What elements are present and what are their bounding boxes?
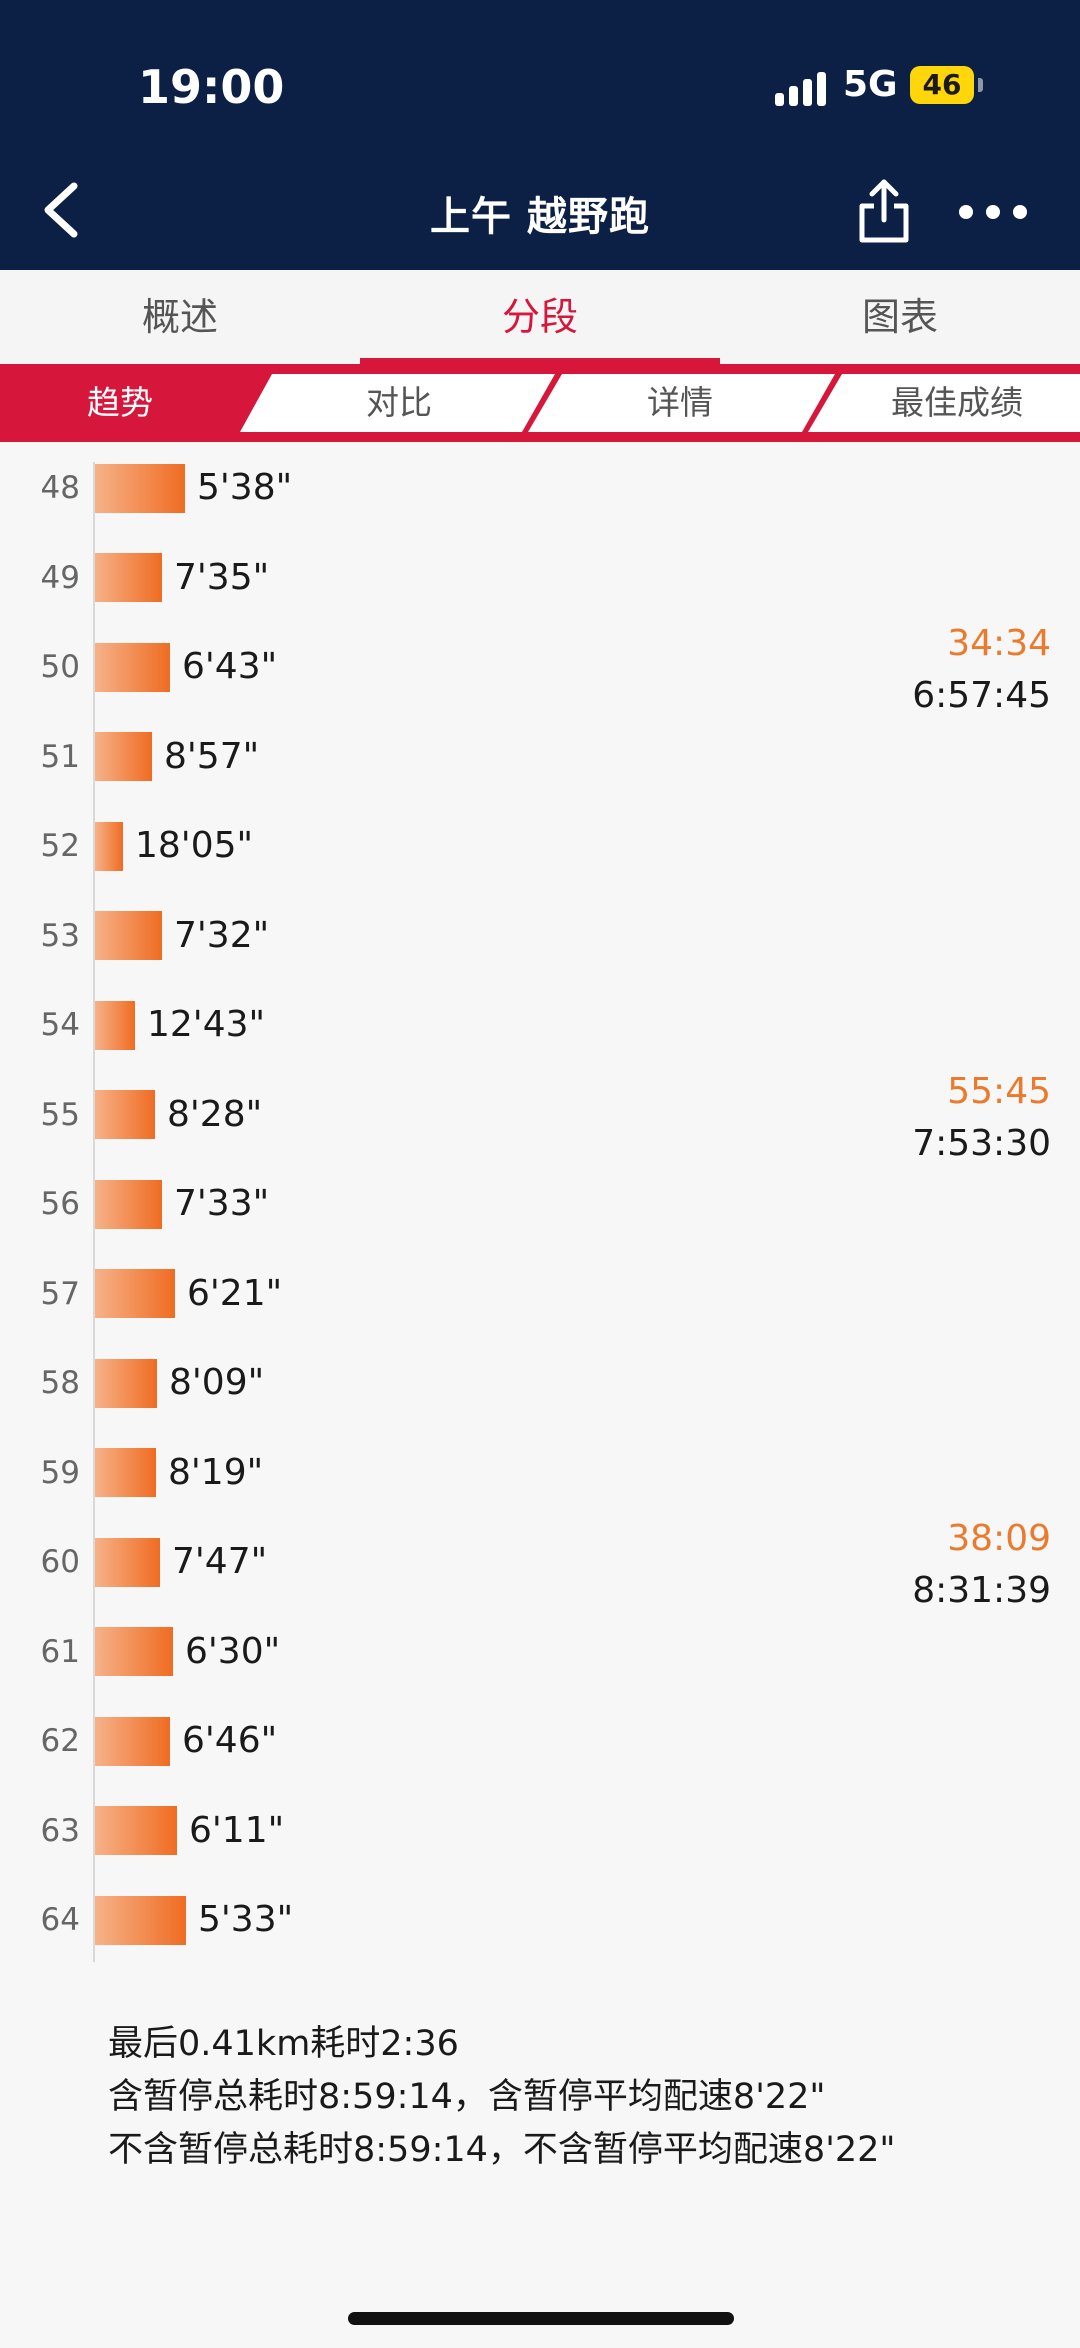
tab-charts[interactable]: 图表 [861, 295, 938, 339]
pace-value-label: 5'33" [198, 1899, 294, 1940]
status-time: 19:00 [138, 60, 285, 114]
split-index-label: 61 [40, 1633, 80, 1670]
segment-split-time: 55:45 [947, 1070, 1051, 1112]
split-index-label: 53 [40, 917, 80, 954]
pace-bar [95, 1269, 175, 1318]
split-index-label: 62 [40, 1723, 80, 1759]
split-index-label: 56 [40, 1186, 80, 1222]
active-tab-indicator [360, 358, 720, 364]
cumulative-time: 8:31:39 [912, 1570, 1051, 1611]
pace-value-label: 6'46" [182, 1720, 278, 1761]
subtab-details[interactable]: 详情 [647, 383, 713, 422]
pace-value-label: 6'21" [187, 1272, 283, 1314]
pace-bar [95, 821, 123, 871]
pace-value-label: 5'38" [197, 467, 293, 508]
pace-bar [95, 1179, 162, 1229]
battery-cap [978, 78, 983, 92]
split-index-label: 48 [40, 470, 80, 506]
home-indicator [348, 2312, 734, 2325]
pace-value-label: 7'33" [174, 1183, 270, 1224]
share-icon[interactable] [858, 178, 910, 244]
pace-bar [95, 1627, 173, 1676]
split-index-label: 54 [40, 1007, 80, 1043]
pace-bar [95, 642, 170, 692]
pace-value-label: 6'30" [185, 1630, 281, 1672]
pace-value-label: 8'57" [164, 735, 260, 777]
segment-split-time: 38:09 [947, 1518, 1051, 1559]
pace-bar [95, 1895, 186, 1945]
split-index-label: 59 [40, 1454, 80, 1491]
pace-value-label: 6'11" [189, 1809, 285, 1851]
battery-icon: 46 [910, 66, 974, 104]
split-index-label: 64 [40, 1902, 80, 1938]
pace-bar [95, 1537, 160, 1587]
back-arrow-icon[interactable] [38, 180, 88, 240]
split-index-label: 51 [40, 738, 80, 775]
pace-bar [95, 1090, 155, 1139]
pace-value-label: 7'47" [172, 1541, 268, 1582]
pace-bar [95, 911, 162, 960]
network-type: 5G [843, 64, 898, 105]
pace-bar [95, 732, 152, 781]
split-index-label: 52 [40, 828, 80, 864]
tab-overview[interactable]: 概述 [141, 295, 218, 339]
split-index-label: 57 [40, 1275, 80, 1312]
subtab-best[interactable]: 最佳成绩 [891, 383, 1023, 422]
pace-bar [95, 463, 185, 513]
pace-value-label: 7'35" [174, 556, 270, 598]
pace-bar [95, 1000, 135, 1050]
pace-bar [95, 1806, 177, 1855]
segment-split-time: 34:34 [947, 623, 1051, 664]
cellular-signal-icon [775, 72, 829, 106]
summary-last-segment: 最后0.41km耗时2:36 [108, 2024, 459, 2064]
pace-bar [95, 1716, 170, 1766]
split-index-label: 50 [40, 649, 80, 685]
summary-without-pause: 不含暂停总耗时8:59:14，不含暂停平均配速8'22" [108, 2130, 896, 2170]
split-index-label: 63 [40, 1812, 80, 1849]
page-title: 上午 越野跑 [430, 194, 650, 240]
split-index-label: 55 [40, 1096, 80, 1133]
pace-value-label: 8'09" [169, 1362, 265, 1403]
cumulative-time: 7:53:30 [912, 1122, 1051, 1164]
cumulative-time: 6:57:45 [912, 675, 1051, 716]
summary-with-pause: 含暂停总耗时8:59:14，含暂停平均配速8'22" [108, 2077, 826, 2117]
pace-value-label: 8'19" [168, 1451, 264, 1493]
pace-bar [95, 1448, 156, 1497]
pace-value-label: 18'05" [135, 825, 254, 866]
split-summary: 最后0.41km耗时2:36 含暂停总耗时8:59:14，含暂停平均配速8'22… [108, 2018, 895, 2177]
main-tabs: 概述 分段 图表 [0, 270, 1080, 364]
segment-subtabs: 趋势 对比 详情 最佳成绩 [0, 364, 1080, 442]
split-index-label: 49 [40, 559, 80, 596]
pace-bar [95, 553, 162, 602]
pace-value-label: 12'43" [147, 1004, 266, 1045]
split-index-label: 60 [40, 1544, 80, 1580]
pace-value-label: 7'32" [174, 914, 270, 956]
chart-axis-line [93, 462, 95, 1962]
tab-splits[interactable]: 分段 [501, 295, 578, 339]
subtab-shapes [0, 364, 1080, 442]
split-index-label: 58 [40, 1365, 80, 1401]
pace-bar [95, 1358, 157, 1408]
app-header: 19:00 5G 46 上午 越野跑 [0, 0, 1080, 270]
subtab-trend[interactable]: 趋势 [87, 383, 153, 422]
more-icon[interactable] [958, 195, 1028, 229]
subtab-compare[interactable]: 对比 [366, 383, 432, 422]
pace-value-label: 8'28" [167, 1093, 263, 1135]
pace-value-label: 6'43" [182, 646, 278, 687]
split-pace-chart: 48 5'38" 49 7'35" 50 6'43" 51 8'57" 52 18'05" 53 7'… [0, 442, 1080, 1972]
